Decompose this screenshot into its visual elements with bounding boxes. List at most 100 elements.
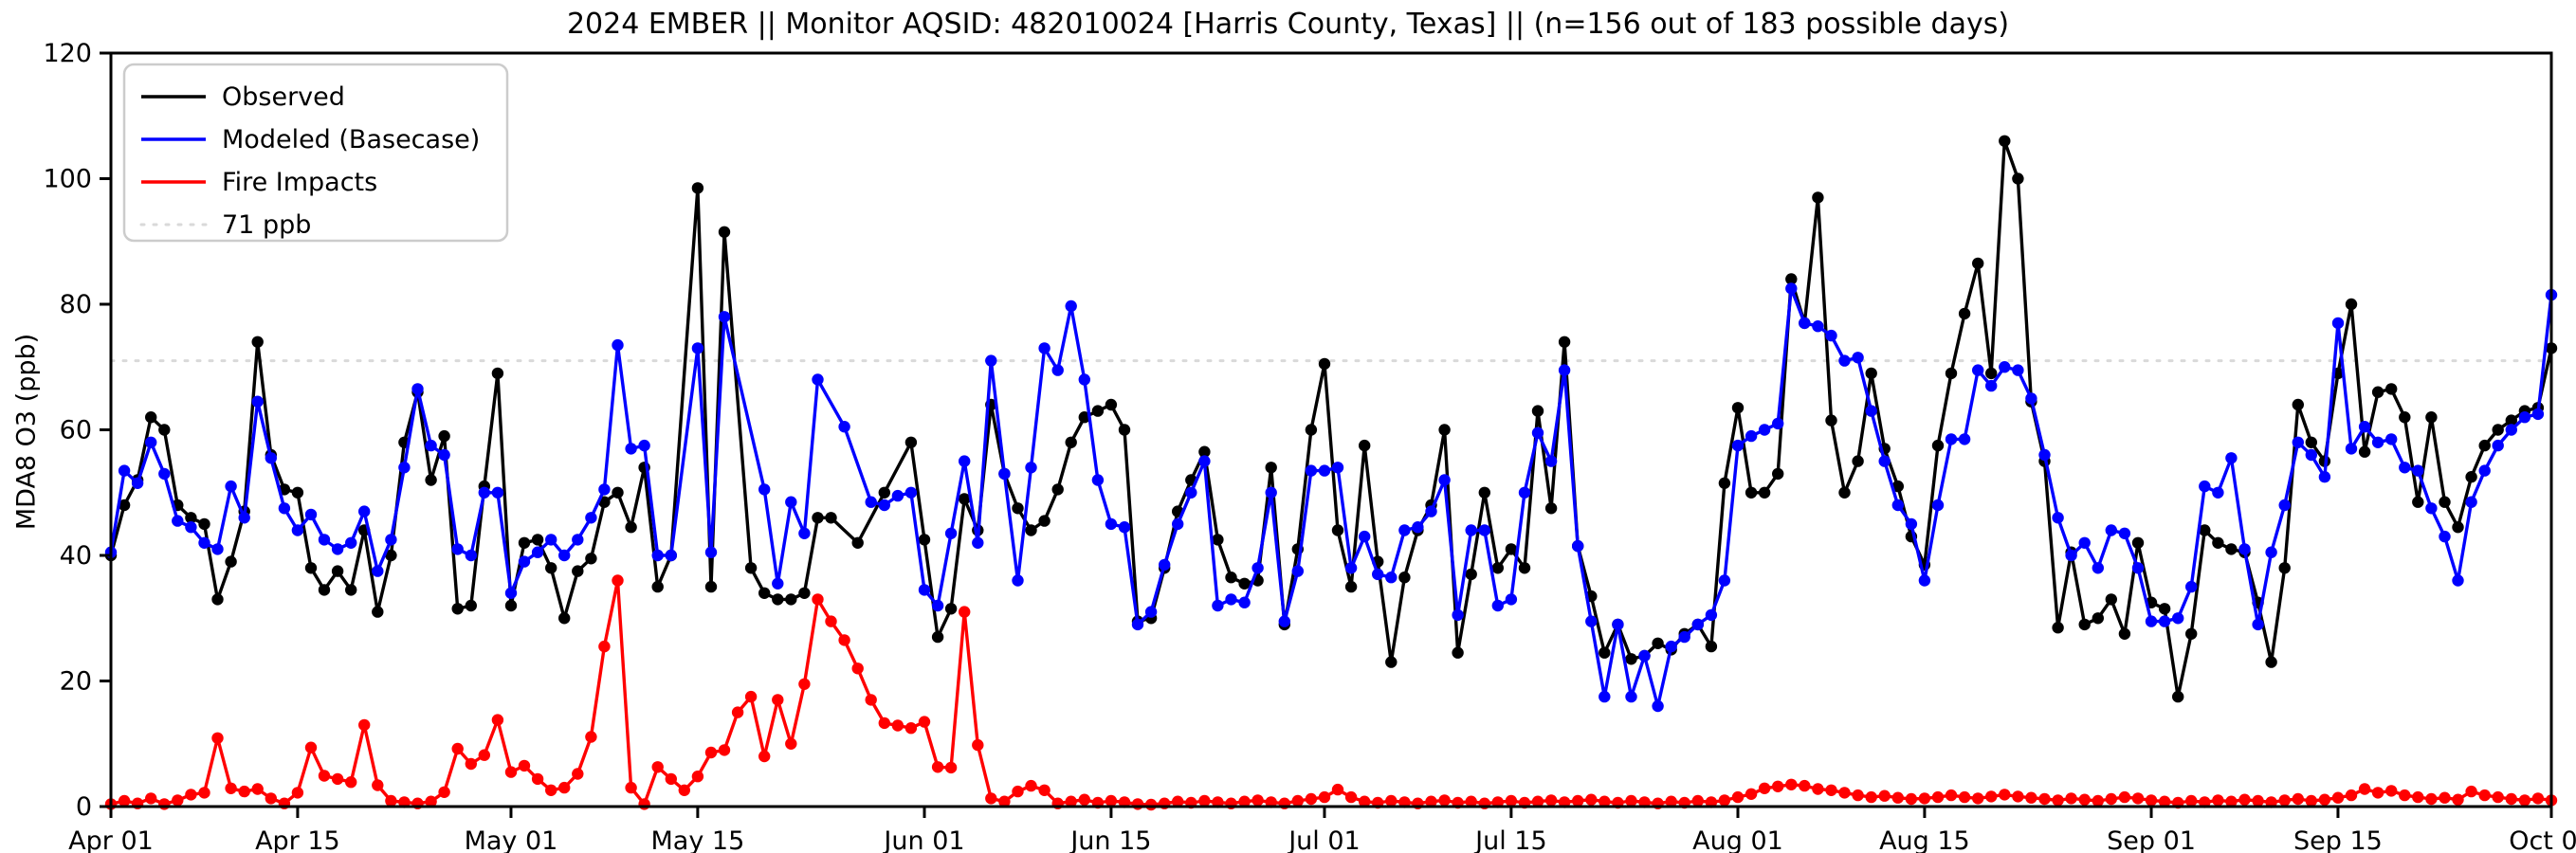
modeled-marker xyxy=(478,486,490,499)
modeled-marker xyxy=(1172,517,1184,531)
fire-marker xyxy=(2065,792,2077,805)
fire-marker xyxy=(585,731,597,743)
modeled-marker xyxy=(1291,565,1305,577)
observed-marker xyxy=(2425,411,2438,424)
y-tick-label: 20 xyxy=(60,667,92,697)
fire-marker xyxy=(2252,794,2264,808)
modeled-marker xyxy=(1038,342,1050,354)
fire-marker xyxy=(1105,794,1118,808)
fire-marker xyxy=(1251,794,1264,807)
observed-marker xyxy=(211,593,224,606)
observed-marker xyxy=(2212,536,2224,549)
observed-marker xyxy=(1265,462,1277,474)
modeled-marker xyxy=(1691,618,1705,631)
fire-marker xyxy=(451,742,464,755)
fire-marker xyxy=(2118,790,2131,804)
modeled-marker xyxy=(2238,543,2251,555)
observed-marker xyxy=(1865,367,1877,380)
fire-marker xyxy=(1505,794,1518,808)
modeled-marker xyxy=(2412,464,2424,477)
fire-marker xyxy=(785,737,797,750)
modeled-marker xyxy=(2385,433,2398,445)
modeled-marker xyxy=(385,534,397,546)
fire-marker xyxy=(1772,780,1784,792)
modeled-marker xyxy=(931,599,944,612)
modeled-marker xyxy=(625,443,637,455)
modeled-marker xyxy=(358,505,371,517)
fire-marker xyxy=(998,795,1011,808)
observed-marker xyxy=(545,562,557,574)
modeled-marker xyxy=(785,496,797,508)
modeled-marker xyxy=(1745,429,1758,443)
modeled-marker xyxy=(585,512,597,524)
x-tick-label: Apr 15 xyxy=(255,826,340,853)
modeled-marker xyxy=(2212,486,2224,499)
observed-marker xyxy=(1972,257,1984,270)
observed-marker xyxy=(1599,646,1611,659)
modeled-marker xyxy=(531,546,544,558)
observed-marker xyxy=(451,603,464,615)
fire-marker xyxy=(438,786,450,798)
fire-marker xyxy=(2092,794,2104,808)
modeled-marker xyxy=(651,549,664,562)
fire-marker xyxy=(851,662,864,675)
modeled-marker xyxy=(438,448,450,462)
y-tick-label: 0 xyxy=(76,792,92,822)
fire-marker xyxy=(1425,795,1437,808)
modeled-marker xyxy=(1359,530,1371,543)
modeled-marker xyxy=(2452,574,2464,587)
observed-marker xyxy=(612,486,624,499)
observed-marker xyxy=(2172,690,2184,703)
fire-marker xyxy=(798,678,811,690)
fire-marker xyxy=(531,772,544,786)
modeled-marker xyxy=(518,555,531,568)
modeled-marker xyxy=(1705,608,1718,622)
modeled-marker xyxy=(2199,480,2211,493)
observed-marker xyxy=(1438,424,1451,436)
modeled-marker xyxy=(1772,417,1784,430)
observed-marker xyxy=(1051,483,1064,496)
modeled-marker xyxy=(145,436,157,448)
modeled-marker xyxy=(1718,574,1731,587)
modeled-marker xyxy=(451,543,464,555)
fire-marker xyxy=(225,782,237,794)
fire-marker xyxy=(2399,789,2411,802)
modeled-marker xyxy=(2478,464,2491,477)
fire-marker xyxy=(704,746,718,759)
modeled-marker xyxy=(1731,439,1745,452)
modeled-marker xyxy=(2531,408,2545,421)
observed-marker xyxy=(2199,524,2211,536)
observed-marker xyxy=(758,587,771,599)
fire-marker xyxy=(1531,795,1544,808)
fire-marker xyxy=(1918,792,1931,805)
observed-marker xyxy=(504,599,518,612)
fire-marker xyxy=(304,741,318,753)
fire-marker xyxy=(944,761,958,774)
observed-marker xyxy=(1745,486,1758,499)
fire-marker xyxy=(665,772,677,786)
observed-marker xyxy=(959,493,971,505)
fire-marker xyxy=(2358,783,2371,795)
observed-marker xyxy=(531,534,544,546)
fire-marker xyxy=(545,784,557,796)
fire-marker xyxy=(865,694,877,706)
modeled-marker xyxy=(1585,615,1598,627)
observed-marker xyxy=(304,562,318,574)
modeled-marker xyxy=(425,439,437,452)
observed-marker xyxy=(1038,515,1050,527)
y-tick-label: 40 xyxy=(60,541,92,571)
observed-marker xyxy=(1465,568,1477,581)
fire-marker xyxy=(1025,779,1037,792)
observed-marker xyxy=(465,599,477,612)
observed-marker xyxy=(1091,405,1105,417)
fire-marker xyxy=(2212,794,2224,807)
modeled-marker xyxy=(1305,464,1318,477)
fire-marker xyxy=(1731,790,1745,804)
fire-marker xyxy=(1305,792,1318,806)
observed-marker xyxy=(1838,486,1851,499)
modeled-marker xyxy=(2118,527,2131,539)
fire-marker xyxy=(211,732,224,744)
observed-marker xyxy=(491,367,504,380)
observed-marker xyxy=(1945,367,1958,380)
